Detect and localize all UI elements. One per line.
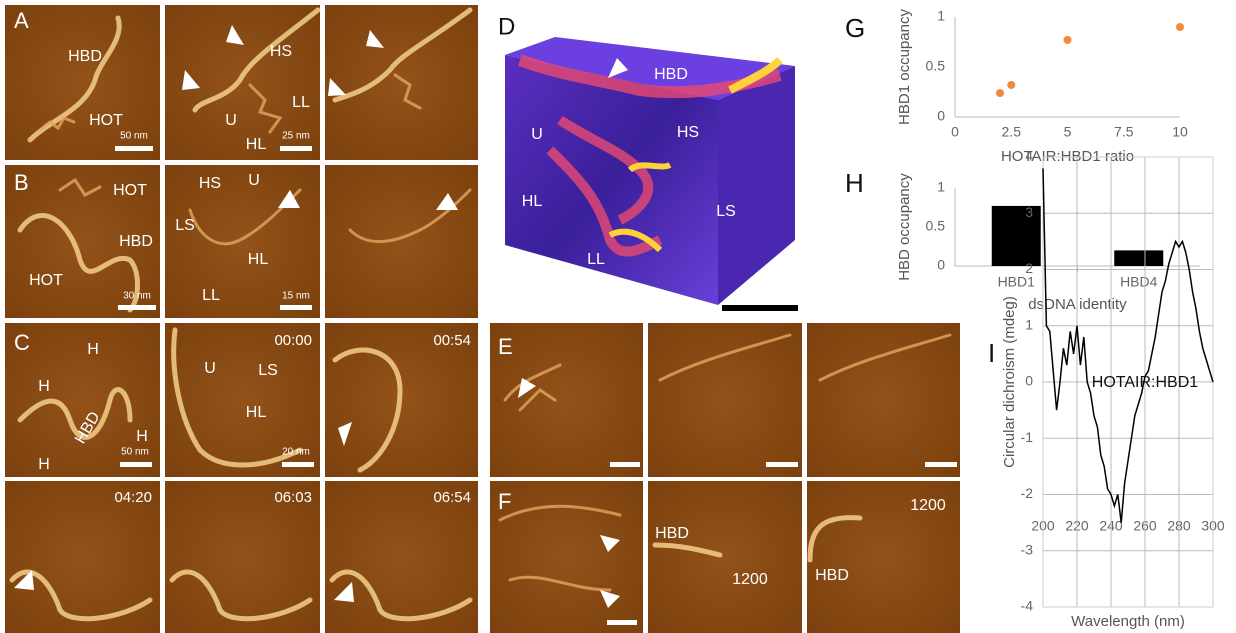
annotation: LL bbox=[202, 287, 220, 304]
annotation: LL bbox=[587, 251, 605, 268]
panel-label: E bbox=[498, 334, 513, 359]
y-axis-label: Circular dichroism (mdeg) bbox=[1001, 296, 1018, 468]
panel-label: B bbox=[14, 170, 29, 195]
timestamp: 06:54 bbox=[433, 489, 471, 506]
annotation: HOTAIR:HBD1 bbox=[1092, 374, 1198, 391]
annotation: HBD bbox=[654, 66, 688, 83]
timestamp: 04:20 bbox=[114, 489, 152, 506]
x-tick-label: 10 bbox=[1172, 124, 1188, 140]
annotation: HBD bbox=[119, 233, 153, 250]
panel-label: F bbox=[498, 489, 511, 514]
panel-label: I bbox=[988, 338, 995, 368]
annotation: HOT bbox=[89, 112, 123, 129]
annotation: 1200 bbox=[910, 497, 946, 514]
point bbox=[996, 89, 1004, 97]
annotation: HBD bbox=[68, 48, 102, 65]
y-tick-label: 4 bbox=[1025, 148, 1033, 164]
y-tick-label: 1 bbox=[937, 179, 945, 195]
annotation: 1200 bbox=[732, 571, 768, 588]
x-tick-label: HBD4 bbox=[1120, 274, 1158, 290]
y-tick-label: 3 bbox=[1025, 204, 1033, 220]
x-tick-label: 5 bbox=[1064, 124, 1072, 140]
annotation: H bbox=[136, 428, 148, 445]
y-tick-label: 0.5 bbox=[926, 58, 946, 74]
point bbox=[1007, 81, 1015, 89]
timestamp: 00:54 bbox=[433, 332, 471, 349]
y-tick-label: -1 bbox=[1021, 429, 1034, 445]
annotation: HS bbox=[677, 124, 699, 141]
y-axis-label: HBD occupancy bbox=[896, 173, 913, 281]
afm-images bbox=[5, 5, 960, 633]
annotation: U bbox=[225, 112, 237, 129]
annotation: U bbox=[204, 360, 216, 377]
y-tick-label: 2 bbox=[1025, 260, 1033, 276]
bar bbox=[992, 206, 1041, 266]
figure: A HBD HOT 50 nm HS U LL HL 25 nm B HOT H… bbox=[0, 0, 1236, 633]
bar bbox=[1114, 250, 1163, 266]
y-axis-label: HBD1 occupancy bbox=[896, 9, 913, 125]
panel-label: G bbox=[845, 13, 865, 43]
point bbox=[1064, 36, 1072, 44]
x-axis-label: HOTAIR:HBD1 ratio bbox=[1001, 148, 1134, 165]
scale-label: 25 nm bbox=[282, 131, 310, 142]
annotation: LS bbox=[175, 217, 195, 234]
annotation: HL bbox=[522, 193, 543, 210]
y-tick-label: 0 bbox=[1025, 373, 1033, 389]
x-tick-label: 2.5 bbox=[1002, 124, 1022, 140]
y-tick-label: 0 bbox=[937, 108, 945, 124]
scale-label: 30 nm bbox=[123, 291, 151, 302]
y-tick-label: -4 bbox=[1021, 598, 1034, 614]
timestamp: 06:03 bbox=[274, 489, 312, 506]
panel-label: C bbox=[14, 330, 30, 355]
annotation: U bbox=[531, 126, 543, 143]
annotation: HL bbox=[246, 404, 267, 421]
annotation: HOT bbox=[29, 272, 63, 289]
annotation: HBD bbox=[815, 567, 849, 584]
x-tick-label: 7.5 bbox=[1114, 124, 1134, 140]
page: {"figure": { "A": {"label": "A", "image1… bbox=[0, 0, 1236, 633]
panel-label: H bbox=[845, 168, 864, 198]
annotation: H bbox=[38, 456, 50, 473]
y-tick-label: 0 bbox=[937, 257, 945, 273]
point bbox=[1176, 23, 1184, 31]
panel-label: A bbox=[14, 8, 29, 33]
annotation: HOT bbox=[113, 182, 147, 199]
x-tick-label: 0 bbox=[951, 124, 959, 140]
annotation: HS bbox=[199, 175, 221, 192]
annotation: LS bbox=[716, 203, 736, 220]
annotation: LS bbox=[258, 362, 278, 379]
y-tick-label: -2 bbox=[1021, 485, 1034, 501]
annotation: H bbox=[38, 378, 50, 395]
scale-label: 20 nm bbox=[282, 447, 310, 458]
annotation: LL bbox=[292, 94, 310, 111]
cube-image bbox=[505, 37, 798, 311]
y-tick-label: 1 bbox=[937, 8, 945, 24]
scale-label: 50 nm bbox=[120, 131, 148, 142]
y-tick-label: -3 bbox=[1021, 541, 1034, 557]
x-axis-label: Wavelength (nm) bbox=[1071, 613, 1185, 630]
cd-line bbox=[1043, 168, 1213, 522]
annotation: U bbox=[248, 172, 260, 189]
scale-label: 15 nm bbox=[282, 291, 310, 302]
annotation: H bbox=[87, 341, 99, 358]
panel-label: D bbox=[498, 13, 515, 40]
y-tick-label: 1 bbox=[1025, 316, 1033, 332]
annotation: HBD bbox=[655, 525, 689, 542]
y-tick-label: 0.5 bbox=[926, 218, 946, 234]
annotation: HS bbox=[270, 43, 292, 60]
annotation: HL bbox=[246, 136, 267, 153]
annotation: HL bbox=[248, 251, 269, 268]
timestamp: 00:00 bbox=[274, 332, 312, 349]
scale-label: 50 nm bbox=[121, 447, 149, 458]
